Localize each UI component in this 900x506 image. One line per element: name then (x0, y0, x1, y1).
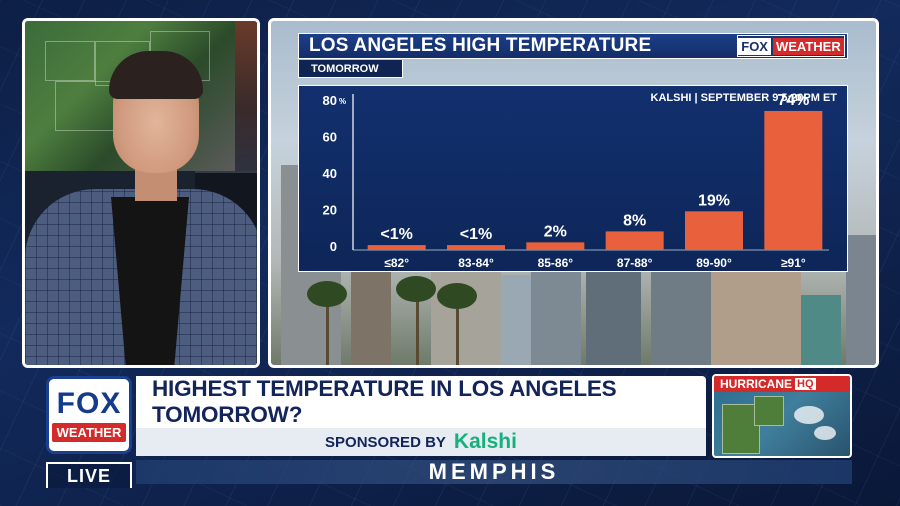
city-ticker: MEMPHIS (136, 459, 852, 484)
x-tick-label: ≥91° (781, 256, 806, 270)
hurricane-label: HURRICANE HQ (714, 376, 850, 392)
live-indicator: LIVE (46, 462, 132, 488)
bar-value-label: 74% (777, 92, 809, 109)
y-unit-label: % (339, 97, 346, 106)
chart-source-annotation: KALSHI | SEPTEMBER 9 5:20PM ET (651, 92, 838, 104)
sponsor-bar: SPONSORED BY Kalshi (136, 428, 706, 456)
bar-value-label: <1% (460, 226, 492, 243)
weather-logo-text: WEATHER (772, 37, 844, 55)
bar-value-label: 8% (623, 212, 646, 229)
bar-value-label: 19% (698, 192, 730, 209)
y-tick-label: 80 (323, 93, 337, 108)
bar-2 (526, 242, 585, 250)
presenter-video (22, 18, 260, 368)
fox-weather-logo: FOX WEATHER (46, 376, 132, 454)
hq-badge: HQ (795, 378, 816, 390)
bar-0 (367, 245, 426, 250)
y-tick-label: 40 (323, 166, 337, 181)
headline: HIGHEST TEMPERATURE IN LOS ANGELES TOMOR… (136, 376, 706, 428)
bar-1 (447, 245, 505, 250)
hurricane-text: HURRICANE (720, 377, 792, 391)
bar-chart-svg: 0 20 40 60 80% KALSHI | SEPTEMBER 9 5:20PM ET… (323, 92, 838, 270)
fox-weather-badge: FOX WEATHER (737, 35, 845, 57)
bar-3 (605, 231, 664, 250)
x-tick-label: ≤82° (384, 256, 409, 270)
chart-subtitle: TOMORROW (298, 60, 403, 78)
sponsor-logo: Kalshi (453, 430, 517, 453)
bar-value-label: 2% (544, 223, 567, 240)
bar-value-label: <1% (380, 226, 412, 243)
presenter (25, 21, 257, 365)
chart-title-bar: LOS ANGELES HIGH TEMPERATURE (298, 33, 848, 59)
y-tick-label: 60 (323, 130, 337, 145)
weather-logo: WEATHER (51, 422, 127, 442)
x-tick-label: 83-84° (458, 256, 494, 270)
bar-5 (764, 110, 823, 250)
y-tick-label: 20 (323, 203, 337, 218)
bar-4 (685, 211, 743, 250)
x-tick-label: 89-90° (696, 256, 732, 270)
fox-logo-text: FOX (738, 37, 771, 55)
wall-screen (235, 21, 257, 191)
hurricane-hq-promo: HURRICANE HQ (712, 374, 852, 458)
x-tick-label: 85-86° (538, 256, 574, 270)
y-tick-label: 0 (330, 239, 337, 254)
x-tick-label: 87-88° (617, 256, 653, 270)
bar-chart: 0 20 40 60 80% KALSHI | SEPTEMBER 9 5:20PM ET… (298, 85, 848, 272)
fox-logo: FOX (56, 386, 122, 420)
chart-title: LOS ANGELES HIGH TEMPERATURE (309, 35, 652, 56)
sponsored-by-label: SPONSORED BY (325, 433, 446, 451)
